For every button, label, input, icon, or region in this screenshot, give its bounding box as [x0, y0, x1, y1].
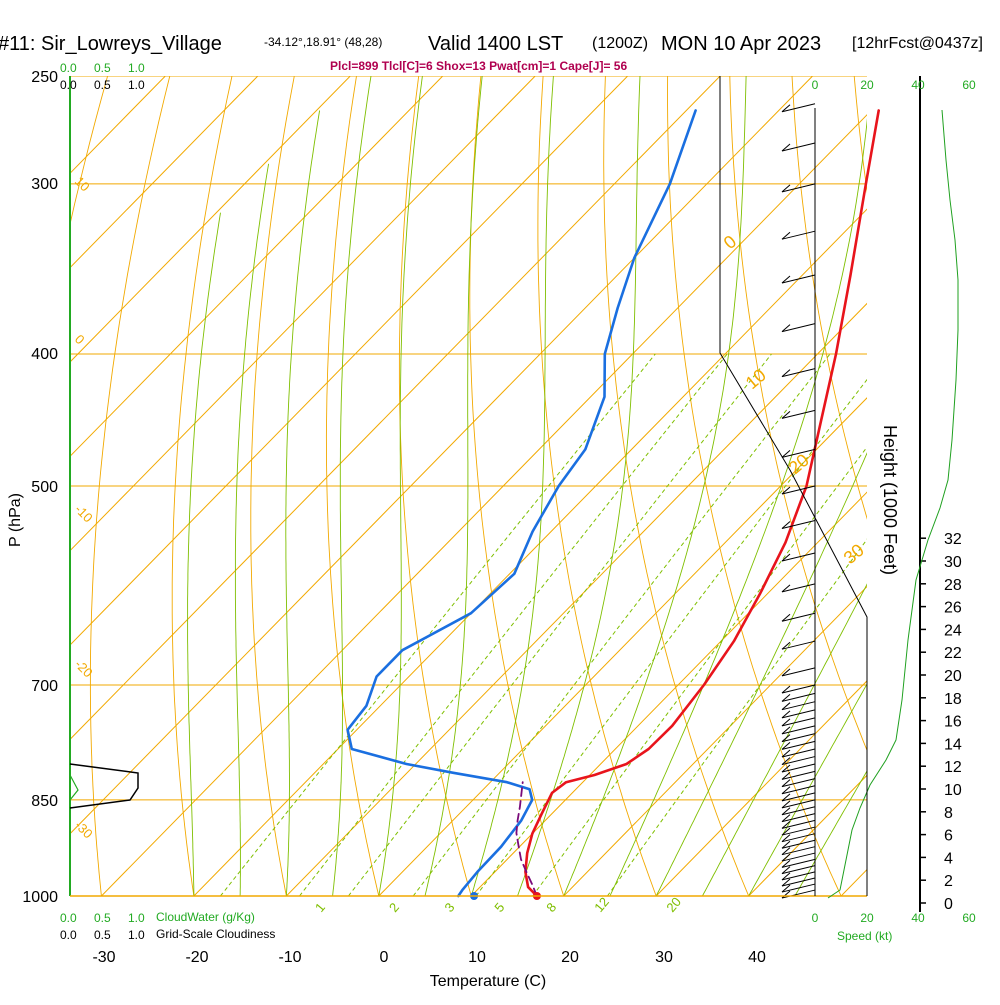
height-tick-6: 6	[944, 828, 953, 845]
pressure-tick-250: 250	[31, 69, 58, 86]
height-tick-32: 32	[944, 531, 962, 548]
speed-tick-top-60: 60	[962, 78, 976, 92]
temp-tick-40: 40	[748, 949, 766, 966]
temp-tick-20: 20	[561, 949, 579, 966]
speed-tick-top-0: 0	[812, 78, 819, 92]
cloud-tick-bot-green-0: 0.0	[60, 911, 77, 925]
temp-tick-10: 10	[468, 949, 486, 966]
speed-tick-bot-40: 40	[911, 911, 925, 925]
cloud-tick-bot-black-0: 0.0	[60, 928, 77, 942]
temperature-axis-title: Temperature (C)	[430, 973, 546, 990]
station-title: #11: Sir_Lowreys_Village	[0, 33, 222, 55]
height-tick-0: 0	[944, 896, 953, 913]
height-axis-title: Height (1000 Feet)	[880, 425, 900, 575]
cloud-tick-bot-black-2: 1.0	[128, 928, 145, 942]
pressure-tick-850: 850	[31, 793, 58, 810]
pressure-tick-500: 500	[31, 479, 58, 496]
speed-tick-bot-20: 20	[860, 911, 874, 925]
cloud-tick-top-black-0: 0.0	[60, 78, 77, 92]
cloud-tick-top-black-2: 1.0	[128, 78, 145, 92]
temp-tick-m10: -10	[278, 949, 301, 966]
cloud-tick-top-green-0: 0.0	[60, 61, 77, 75]
pressure-tick-400: 400	[31, 346, 58, 363]
cloud-tick-top-black-1: 0.5	[94, 78, 111, 92]
cloud-tick-bot-black-1: 0.5	[94, 928, 111, 942]
speed-tick-bot-0: 0	[812, 911, 819, 925]
height-tick-4: 4	[944, 850, 953, 867]
cloud-tick-top-green-2: 1.0	[128, 61, 145, 75]
cloudiness-title: Grid-Scale Cloudiness	[156, 927, 275, 941]
cloud-tick-bot-green-1: 0.5	[94, 911, 111, 925]
cloud-tick-bot-green-2: 1.0	[128, 911, 145, 925]
zulu-time: (1200Z)	[592, 35, 648, 52]
height-tick-24: 24	[944, 622, 962, 639]
temp-tick-0: 0	[380, 949, 389, 966]
pressure-tick-300: 300	[31, 176, 58, 193]
height-tick-28: 28	[944, 577, 962, 594]
height-tick-18: 18	[944, 691, 962, 708]
speed-axis-title: Speed (kt)	[837, 929, 892, 943]
speed-tick-top-40: 40	[911, 78, 925, 92]
height-tick-12: 12	[944, 759, 962, 776]
forecast-info: [12hrFcst@0437z]	[852, 35, 983, 52]
height-tick-30: 30	[944, 554, 962, 571]
height-tick-8: 8	[944, 805, 953, 822]
temp-tick-m20: -20	[185, 949, 208, 966]
pressure-axis-title: P (hPa)	[7, 493, 24, 547]
pressure-tick-700: 700	[31, 678, 58, 695]
valid-time: Valid 1400 LST	[428, 33, 563, 55]
height-tick-20: 20	[944, 668, 962, 685]
cloud-tick-top-green-1: 0.5	[94, 61, 111, 75]
height-tick-22: 22	[944, 645, 962, 662]
temp-tick-m30: -30	[92, 949, 115, 966]
temp-tick-30: 30	[655, 949, 673, 966]
height-tick-10: 10	[944, 782, 962, 799]
speed-tick-bot-60: 60	[962, 911, 976, 925]
station-coords: -34.12°,18.91° (48,28)	[264, 35, 382, 49]
pressure-tick-1000: 1000	[22, 889, 58, 906]
speed-tick-top-20: 20	[860, 78, 874, 92]
valid-date: MON 10 Apr 2023	[661, 33, 821, 55]
height-tick-26: 26	[944, 600, 962, 617]
height-tick-2: 2	[944, 873, 953, 890]
sounding-params: Plcl=899 Tlcl[C]=6 Shox=13 Pwat[cm]=1 Ca…	[330, 59, 627, 73]
height-tick-16: 16	[944, 714, 962, 731]
height-tick-14: 14	[944, 736, 962, 753]
cloudwater-title: CloudWater (g/Kg)	[156, 910, 255, 924]
